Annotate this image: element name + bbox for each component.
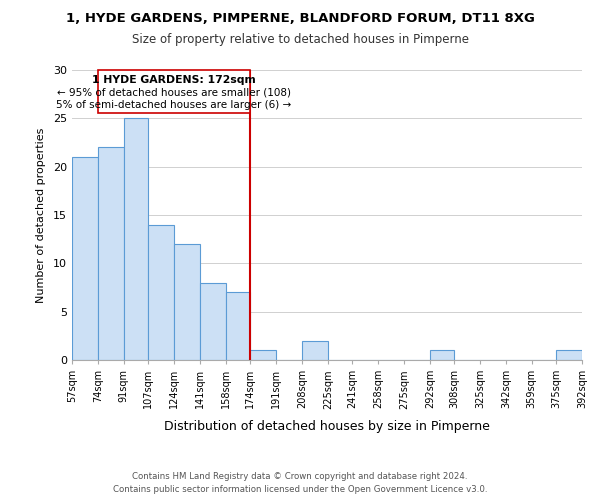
Text: 1 HYDE GARDENS: 172sqm: 1 HYDE GARDENS: 172sqm — [92, 75, 256, 85]
Bar — [302, 340, 328, 360]
Text: Contains HM Land Registry data © Crown copyright and database right 2024.: Contains HM Land Registry data © Crown c… — [132, 472, 468, 481]
Text: Contains public sector information licensed under the Open Government Licence v3: Contains public sector information licen… — [113, 485, 487, 494]
Y-axis label: Number of detached properties: Number of detached properties — [36, 128, 46, 302]
Bar — [226, 292, 250, 360]
Text: ← 95% of detached houses are smaller (108): ← 95% of detached houses are smaller (10… — [57, 88, 291, 98]
Bar — [430, 350, 454, 360]
Bar — [200, 282, 226, 360]
Text: 5% of semi-detached houses are larger (6) →: 5% of semi-detached houses are larger (6… — [56, 100, 292, 110]
Bar — [174, 244, 200, 360]
Text: Size of property relative to detached houses in Pimperne: Size of property relative to detached ho… — [131, 32, 469, 46]
Bar — [556, 350, 582, 360]
Bar — [72, 157, 98, 360]
X-axis label: Distribution of detached houses by size in Pimperne: Distribution of detached houses by size … — [164, 420, 490, 432]
Bar — [148, 224, 174, 360]
Bar — [124, 118, 148, 360]
FancyBboxPatch shape — [98, 70, 250, 112]
Bar — [250, 350, 276, 360]
Bar — [98, 148, 124, 360]
Text: 1, HYDE GARDENS, PIMPERNE, BLANDFORD FORUM, DT11 8XG: 1, HYDE GARDENS, PIMPERNE, BLANDFORD FOR… — [65, 12, 535, 26]
